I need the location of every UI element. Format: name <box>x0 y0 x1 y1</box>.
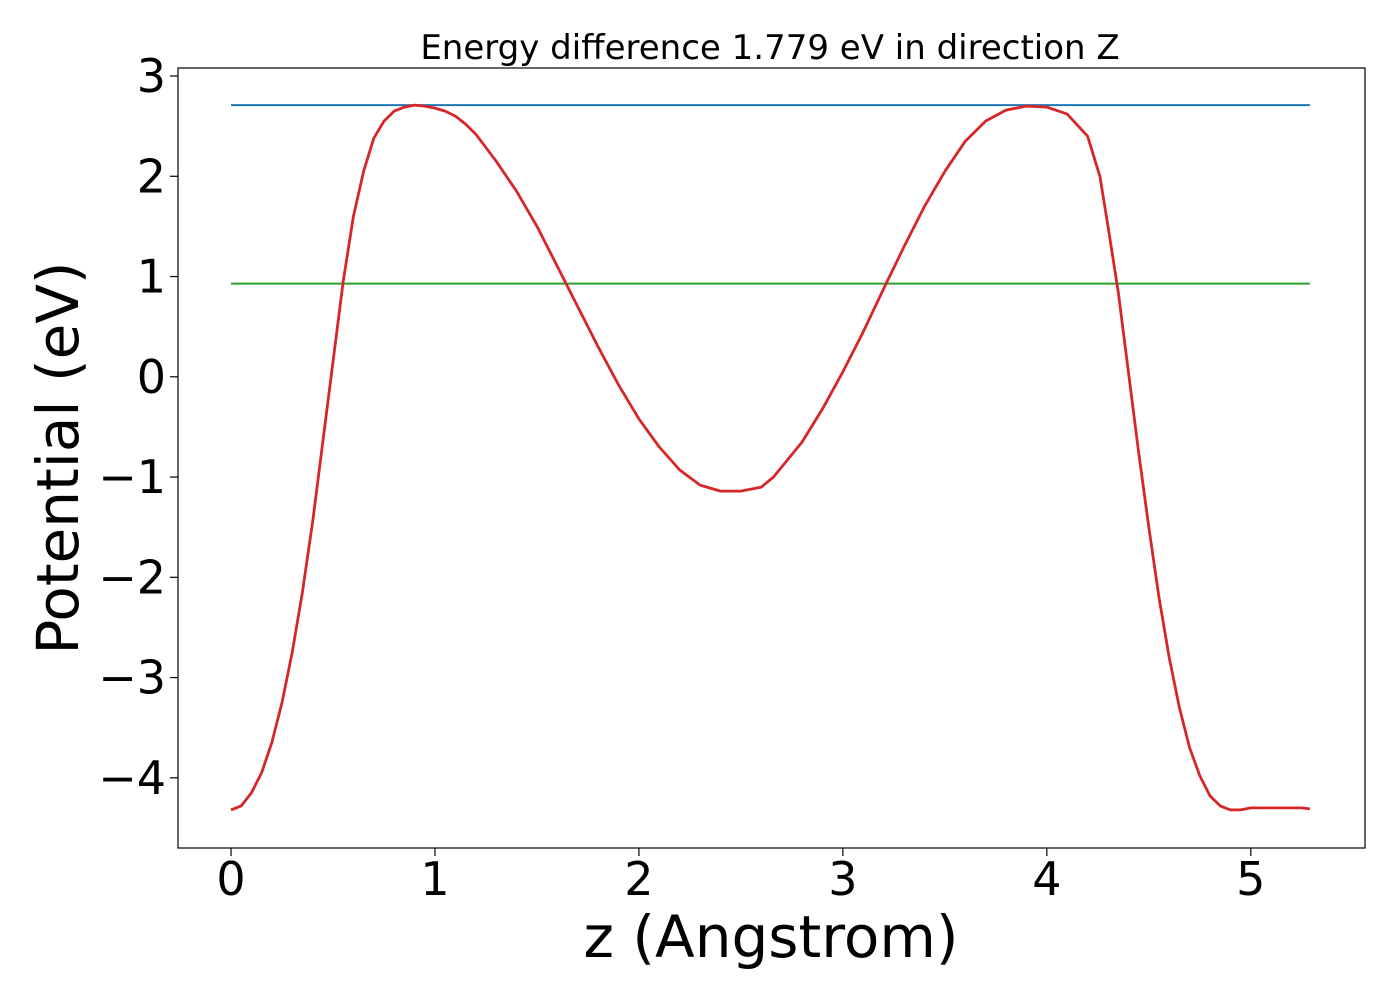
x-tick-label: 4 <box>1032 852 1061 906</box>
series-layer <box>230 103 1311 812</box>
x-tick-label: 0 <box>216 852 245 906</box>
y-tick-label: −4 <box>98 751 166 805</box>
x-tick-label: 1 <box>420 852 449 906</box>
plot-area <box>177 67 1366 849</box>
y-tick-label: 2 <box>137 149 166 203</box>
y-tick-label: −2 <box>98 550 166 604</box>
y-tick-label: 0 <box>137 350 166 404</box>
y-axis: −4 −3 −2 −1 0 1 2 3 <box>98 49 178 805</box>
y-tick-label: −1 <box>98 450 166 504</box>
y-tick-label: 1 <box>137 250 166 304</box>
y-axis-label: Potential (eV) <box>24 261 92 654</box>
x-tick-label: 3 <box>828 852 857 906</box>
y-tick-label: −3 <box>98 651 166 705</box>
y-tick-label: 3 <box>137 49 166 103</box>
plot-frame <box>177 67 1366 849</box>
x-axis-label: z (Angstrom) <box>584 903 959 971</box>
potential-curve <box>230 103 1311 812</box>
x-axis: 0 1 2 3 4 5 <box>216 848 1265 906</box>
chart-title: Energy difference 1.779 eV in direction … <box>420 28 1119 68</box>
x-tick-label: 2 <box>624 852 653 906</box>
x-tick-label: 5 <box>1236 852 1265 906</box>
